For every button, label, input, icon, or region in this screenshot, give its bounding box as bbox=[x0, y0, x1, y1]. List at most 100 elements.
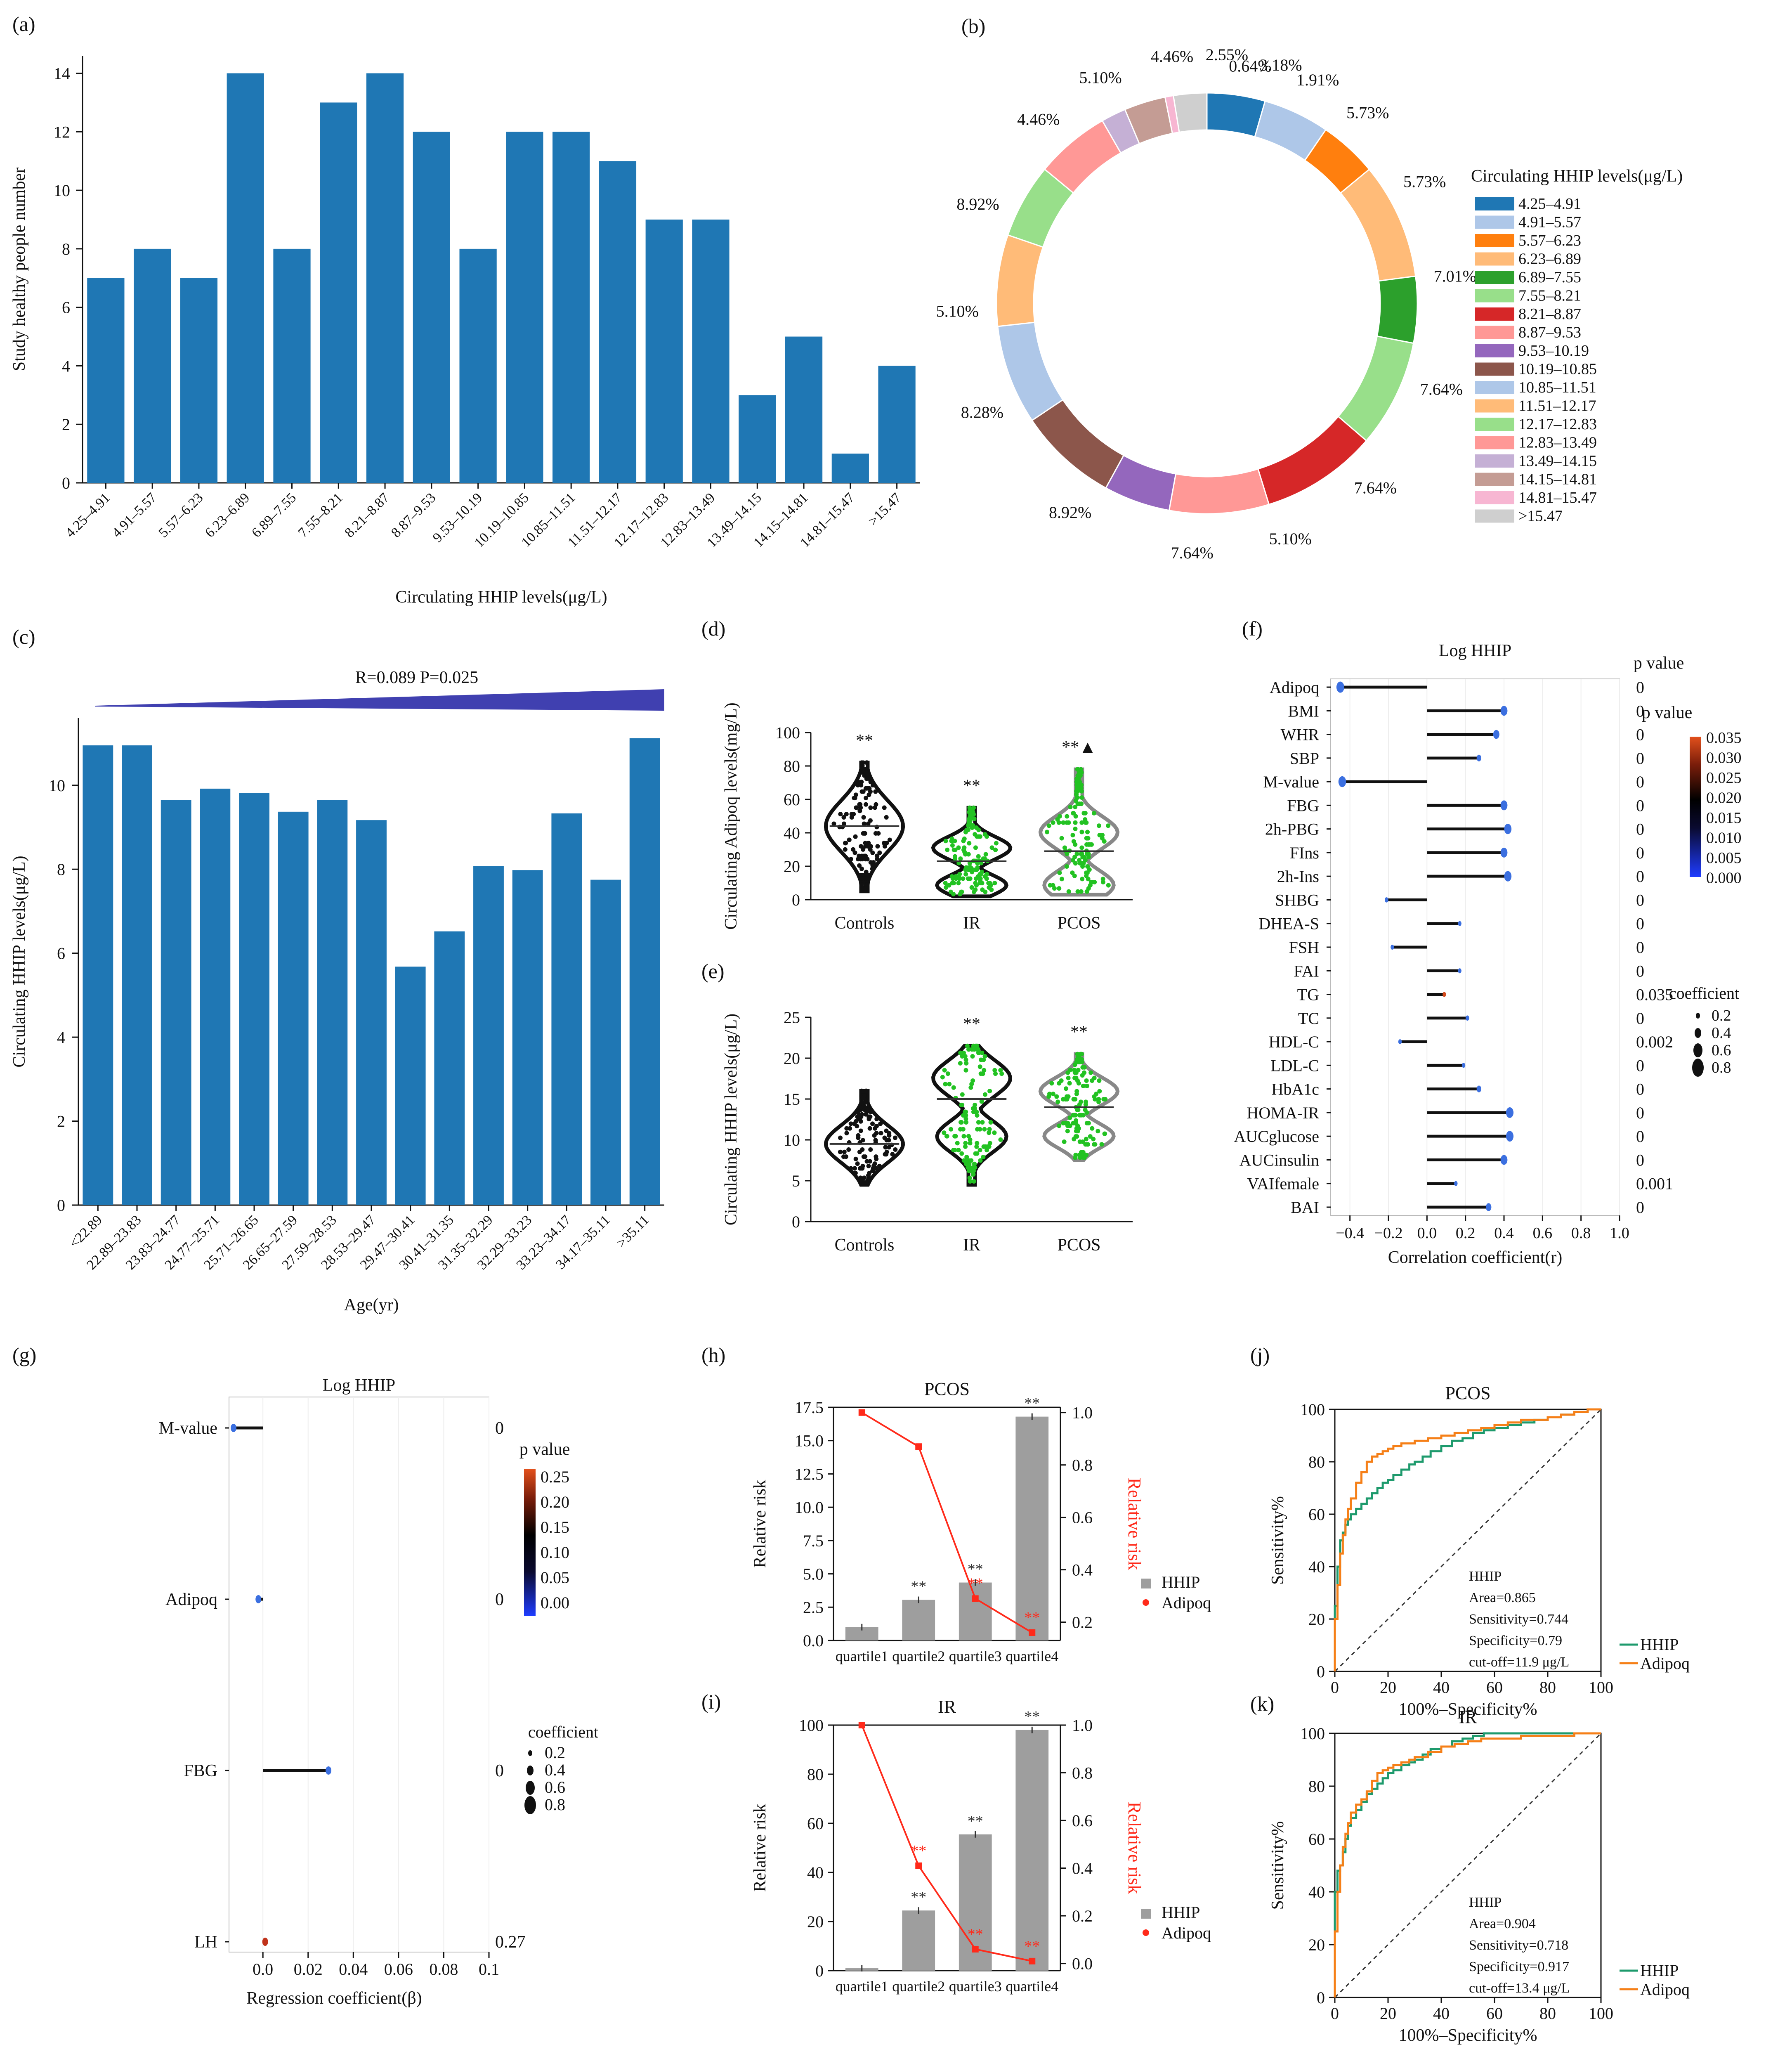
row-pvalue: 0 bbox=[1636, 773, 1644, 791]
colorbar bbox=[1690, 737, 1701, 877]
lollipop-head bbox=[1504, 824, 1512, 834]
legend-label: 8.87–9.53 bbox=[1518, 324, 1581, 341]
x-axis-label: Regression coefficient(β) bbox=[246, 1989, 422, 2008]
y-tick-label: 6 bbox=[57, 944, 65, 963]
violin-point bbox=[978, 876, 983, 881]
x-tick-label: 4.25–4.91 bbox=[63, 490, 113, 540]
violin-point bbox=[970, 867, 975, 872]
y2-tick-label: 0.2 bbox=[1072, 1613, 1093, 1632]
size-legend-label: 0.8 bbox=[545, 1795, 565, 1814]
y2-tick-label: 0.4 bbox=[1072, 1859, 1093, 1878]
violin-point bbox=[844, 812, 849, 817]
violin-point bbox=[882, 841, 887, 846]
violin-point bbox=[982, 856, 987, 861]
pie-slice bbox=[1172, 92, 1208, 133]
diagonal-reference bbox=[1334, 1733, 1602, 1998]
pie-slice bbox=[996, 234, 1044, 327]
panel-label: (h) bbox=[701, 1343, 725, 1366]
violin-point bbox=[968, 1085, 973, 1090]
violin-point bbox=[966, 823, 971, 828]
plot-title: PCOS bbox=[924, 1379, 970, 1399]
violin-point bbox=[1054, 1094, 1059, 1099]
violin-point bbox=[866, 1163, 871, 1168]
colorbar-tick-label: 0.030 bbox=[1706, 749, 1742, 767]
row-pvalue: 0 bbox=[1636, 891, 1644, 909]
significance-mark: ** bbox=[968, 1561, 983, 1578]
lollipop-head bbox=[1465, 1015, 1469, 1021]
y-tick-label: 100 bbox=[1300, 1400, 1325, 1419]
y-tick-label: 15 bbox=[784, 1090, 800, 1109]
adipoq-point bbox=[972, 1595, 979, 1602]
violin-body bbox=[1038, 767, 1120, 897]
violin-point bbox=[1088, 1134, 1093, 1139]
bar bbox=[122, 745, 152, 1205]
violin-point bbox=[1057, 1123, 1062, 1128]
panel-label: (g) bbox=[12, 1343, 36, 1366]
plot-title: IR bbox=[938, 1697, 956, 1717]
violin-point bbox=[841, 821, 846, 826]
violin-point bbox=[1070, 870, 1075, 875]
violin-point bbox=[857, 1117, 862, 1122]
violin-point bbox=[870, 850, 875, 855]
violin-point bbox=[1091, 1137, 1096, 1142]
y-tick-label: 0 bbox=[792, 1213, 800, 1231]
violin-point bbox=[971, 1179, 976, 1184]
violin-point bbox=[865, 857, 870, 862]
row-label: HOMA-IR bbox=[1247, 1104, 1319, 1122]
size-legend-title: coefficient bbox=[528, 1723, 598, 1741]
violin-point bbox=[977, 834, 982, 839]
violin-point bbox=[1102, 1131, 1107, 1136]
violin-point bbox=[964, 1120, 969, 1125]
legend-label: HHIP bbox=[1162, 1903, 1200, 1922]
size-legend-label: 0.6 bbox=[545, 1778, 565, 1796]
y-tick-label: 0 bbox=[1317, 1988, 1325, 2007]
violin-point bbox=[1072, 855, 1077, 860]
bar bbox=[629, 738, 660, 1205]
violin-point bbox=[1079, 795, 1084, 800]
violin-point bbox=[967, 1175, 972, 1180]
x-tick-label: 60 bbox=[1486, 1678, 1503, 1697]
violin-point bbox=[956, 845, 961, 850]
legend-swatch bbox=[1475, 418, 1514, 431]
legend-label: 6.23–6.89 bbox=[1518, 251, 1581, 268]
size-legend-marker bbox=[1696, 1013, 1700, 1019]
lollipop-head bbox=[1476, 1085, 1482, 1092]
significance-mark: ** bbox=[1024, 1938, 1040, 1955]
violin-point bbox=[981, 1155, 986, 1160]
violin-point bbox=[987, 1144, 992, 1149]
violin-point bbox=[943, 1082, 948, 1087]
violin-point bbox=[1082, 1065, 1087, 1070]
bar bbox=[902, 1600, 935, 1640]
violin-point bbox=[1080, 864, 1085, 869]
violin-point bbox=[1101, 1097, 1106, 1102]
violin-point bbox=[864, 786, 869, 791]
violin-point bbox=[838, 1149, 843, 1154]
x-tick-label: PCOS bbox=[1057, 1236, 1100, 1255]
x-tick-label: quartile1 bbox=[836, 1648, 888, 1664]
violin-point bbox=[851, 812, 856, 817]
legend-swatch bbox=[1475, 215, 1514, 229]
bar bbox=[227, 73, 264, 483]
violin-point bbox=[961, 839, 966, 844]
violin-point bbox=[952, 1148, 957, 1153]
violin-point bbox=[1055, 1099, 1060, 1104]
violin-point bbox=[1086, 1142, 1091, 1147]
legend-swatch bbox=[1475, 362, 1514, 376]
violin-point bbox=[1079, 845, 1084, 850]
violin-point bbox=[956, 874, 961, 879]
violin-point bbox=[1084, 1110, 1089, 1115]
violin-point bbox=[1064, 820, 1069, 825]
violin-point bbox=[992, 1130, 997, 1135]
violin-point bbox=[844, 1131, 849, 1136]
violin-point bbox=[1090, 1126, 1095, 1131]
violin-point bbox=[858, 1128, 863, 1133]
violin-point bbox=[1079, 801, 1084, 806]
x-tick-label: 0 bbox=[1331, 1678, 1339, 1697]
x-tick-label: −0.4 bbox=[1336, 1224, 1364, 1242]
violin-point bbox=[854, 805, 859, 810]
correlation-annotation: R=0.089 P=0.025 bbox=[355, 668, 478, 687]
colorbar-tick-label: 0.005 bbox=[1706, 849, 1742, 867]
violin-point bbox=[878, 1131, 883, 1136]
x-tick-label: quartile4 bbox=[1006, 1648, 1058, 1664]
violin-point bbox=[968, 1137, 973, 1142]
